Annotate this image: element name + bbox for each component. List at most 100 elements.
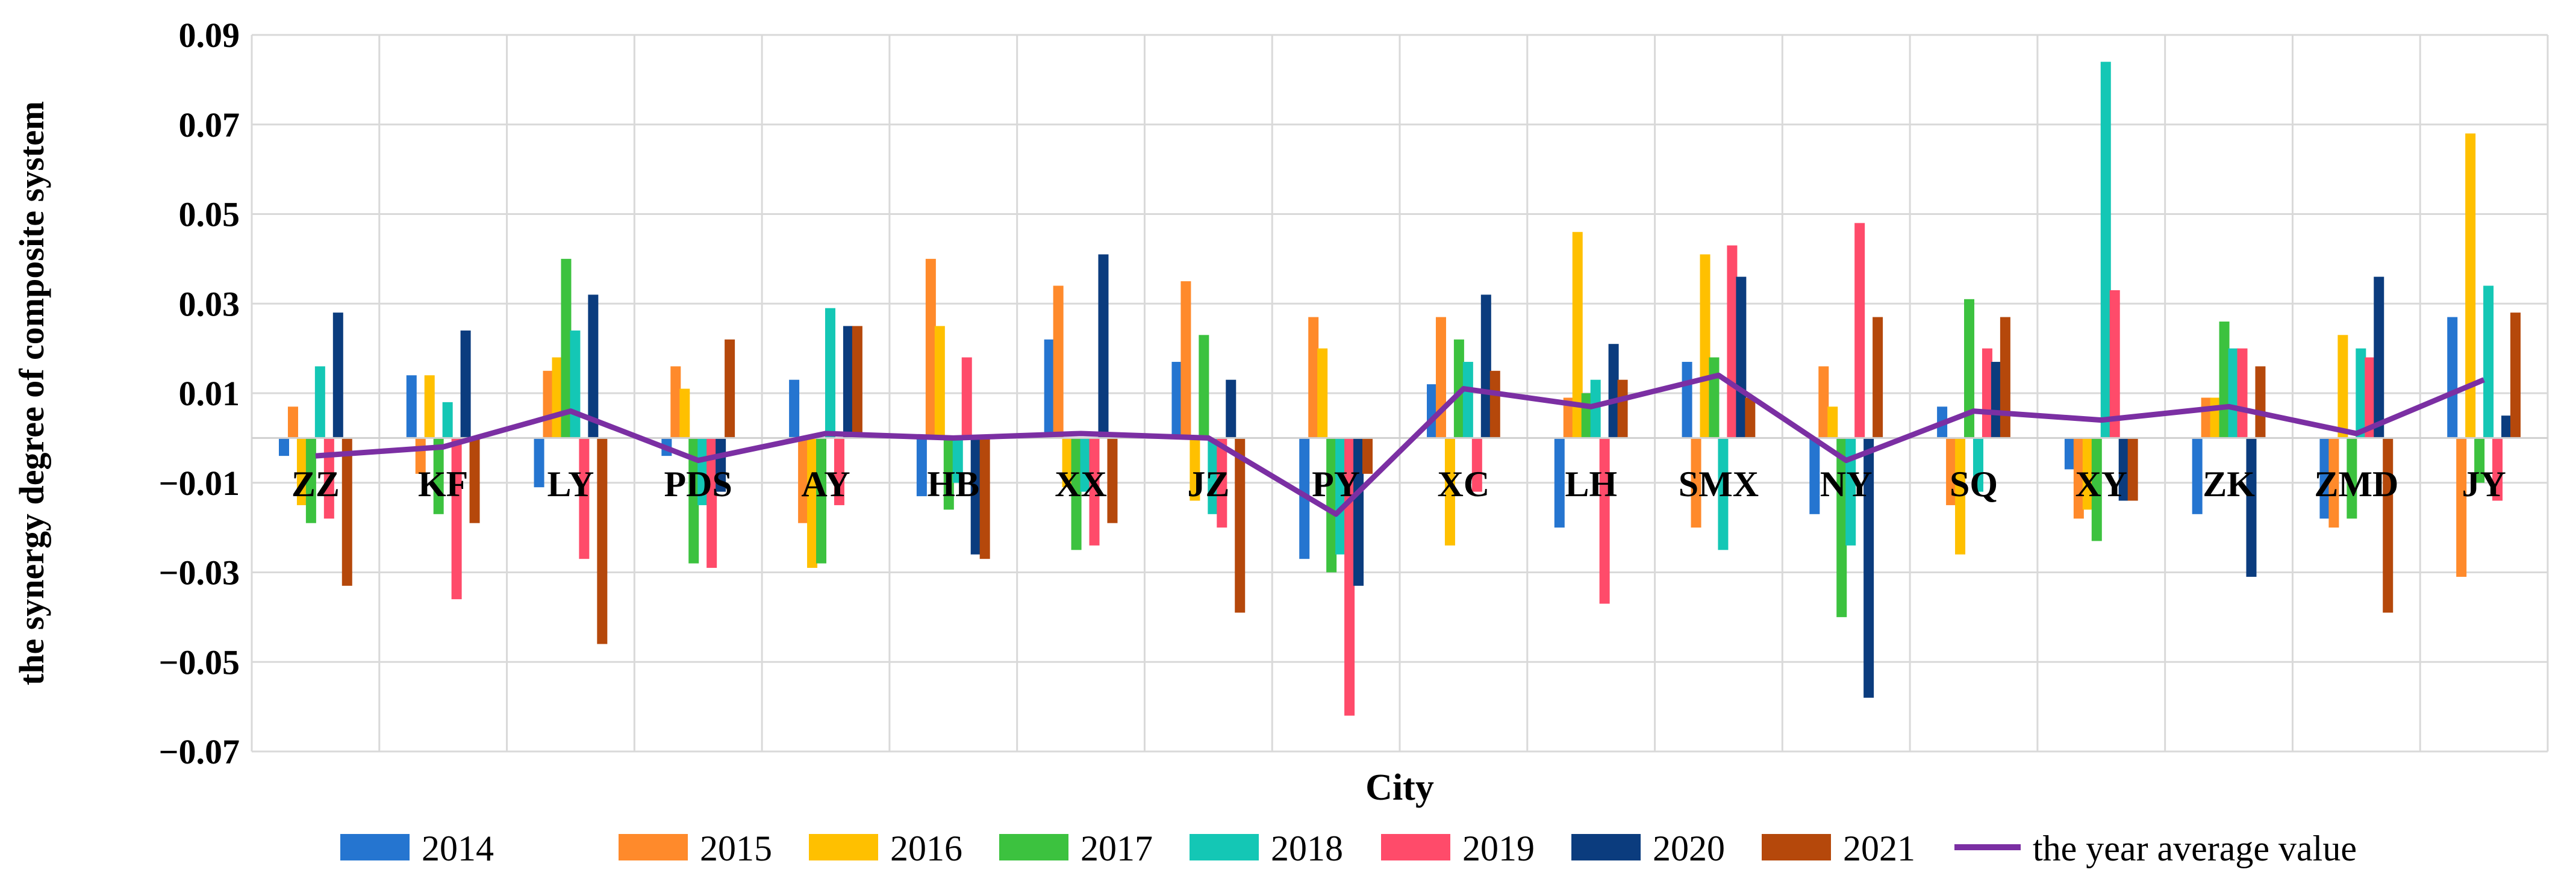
bar [1964,299,1975,438]
bar [834,438,844,505]
category-label: AY [801,464,850,504]
bar [679,388,690,438]
bar [697,438,708,505]
bar [460,330,471,438]
bar [2210,397,2221,438]
bar [296,438,307,505]
bar [2483,285,2494,438]
bar [1235,438,1246,613]
y-tick-label: −0.01 [158,464,240,503]
bar [2255,366,2266,438]
category-label: ZZ [292,464,340,504]
bar [1217,438,1227,528]
category-label: JZ [1187,464,1229,504]
category-label: XC [1438,464,1490,504]
bar [561,258,572,438]
bar [1453,339,1464,438]
bar [2337,335,2348,438]
y-tick-label: −0.05 [158,642,240,682]
bar [1107,438,1118,523]
bar [424,375,435,438]
bar [451,438,462,600]
bar [789,379,800,438]
bar [2091,438,2102,541]
category-label: KF [418,464,468,504]
bar [534,438,544,488]
legend-swatch [999,834,1068,860]
legend-label: 2019 [1462,829,1535,868]
bar [406,375,417,438]
category-label: ZK [2203,464,2255,504]
bar [970,438,981,555]
bar [916,438,927,497]
bar [2365,357,2375,438]
bar [1044,339,1055,438]
bar [2246,438,2257,577]
bar [1326,438,1337,573]
bar [543,370,554,438]
bar [1053,285,1064,438]
bar [2383,438,2394,613]
legend-swatch [619,834,688,860]
bar [798,438,809,523]
bar [579,438,590,559]
bar [1863,438,1874,698]
bar [1946,438,1957,505]
bar [816,438,827,564]
bar [1955,438,1966,555]
bar [433,438,444,514]
legend: 2014 2015 2016 2017 2018 2019 2020 2021 the year… [340,829,2357,868]
bar [1444,438,1455,546]
bar [1190,438,1200,501]
bar [588,294,599,438]
category-label: LY [547,464,594,504]
bar [1836,438,1847,617]
legend-label: 2018 [1271,829,1343,868]
bar [2447,317,2458,438]
legend-label: 2020 [1653,829,1725,868]
bar [852,326,862,438]
bar [442,402,453,438]
bar [570,330,581,438]
bar [1991,361,2001,438]
bar [2000,317,2010,438]
bar [597,438,608,644]
category-label: XX [1055,464,1107,504]
bar [1845,438,1856,546]
bar [1462,361,1473,438]
bar [1809,438,1820,514]
bar [934,326,945,438]
bar [716,438,726,492]
bar [2118,438,2129,501]
bar [1827,406,1838,438]
bar [2073,438,2084,519]
bar [1180,281,1191,438]
legend-label: the year average value [2033,829,2357,868]
average-line [315,372,2485,517]
bar [1682,361,1692,438]
bar [1208,438,1218,514]
bar [1071,438,1082,550]
bar [287,406,298,438]
bar [725,339,735,438]
bar [2510,313,2521,438]
bar [1335,438,1346,555]
bar [1427,384,1437,438]
category-label: JY [2462,464,2506,504]
bar [2474,438,2485,483]
legend-swatch [1762,834,1831,860]
bar [2319,438,2330,519]
bar [2501,415,2512,438]
bar [314,366,325,438]
bar [2100,61,2111,438]
bar [1098,254,1109,438]
bar [1226,379,1237,438]
y-tick-label: 0.03 [179,284,240,323]
legend-swatch [340,834,410,860]
bar [1736,276,1747,438]
bar [1080,438,1091,492]
bar [469,438,480,523]
y-tick-label: −0.07 [158,732,240,771]
bar [2127,438,2138,501]
